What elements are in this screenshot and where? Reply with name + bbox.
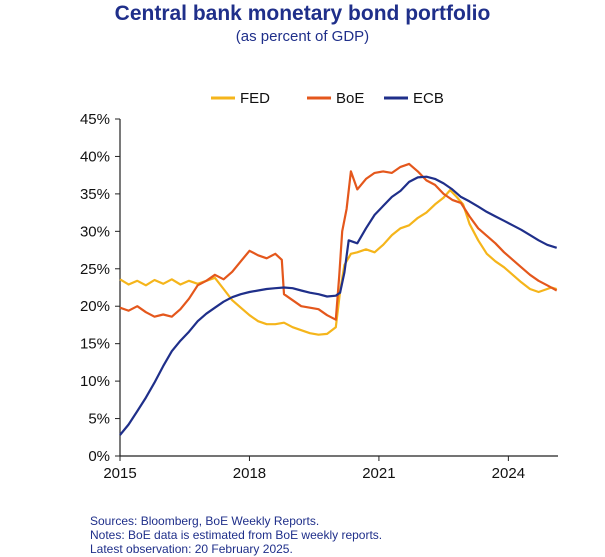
legend-label-ecb: ECB [413, 90, 444, 107]
x-tick-label: 2021 [362, 465, 395, 482]
sources-note: Sources: Bloomberg, BoE Weekly Reports. [90, 514, 320, 528]
series-line-boe [119, 162, 558, 321]
y-tick-label: 0% [88, 448, 110, 465]
y-tick-label: 30% [80, 223, 110, 240]
methodology-note: Notes: BoE data is estimated from BoE we… [90, 528, 383, 542]
latest-observation-note: Latest observation: 20 February 2025. [90, 542, 293, 556]
line-chart: 0% 5% 10% 15% 20% 25% 30% 35% 40% 45% 2015 2018 2021… [80, 90, 558, 482]
series-line-ecb [119, 175, 558, 436]
y-tick-label: 15% [80, 336, 110, 353]
x-tick-label: 2018 [233, 465, 266, 482]
legend-label-boe: BoE [336, 90, 364, 107]
y-tick-label: 40% [80, 148, 110, 165]
x-tick-label: 2015 [103, 465, 136, 482]
chart-title: Central bank monetary bond portfolio [114, 2, 491, 25]
y-tick-label: 5% [88, 411, 110, 428]
y-tick-label: 35% [80, 186, 110, 203]
legend-label-fed: FED [240, 90, 270, 107]
chart-subtitle: (as percent of GDP) [235, 28, 370, 45]
y-tick-label: 25% [80, 261, 110, 278]
y-tick-label: 10% [80, 373, 110, 390]
series-line-fed [119, 189, 558, 336]
chart-notes: Sources: Bloomberg, BoE Weekly Reports. … [90, 514, 382, 556]
x-tick-label: 2024 [492, 465, 525, 482]
y-tick-label: 45% [80, 111, 110, 128]
y-tick-label: 20% [80, 298, 110, 315]
